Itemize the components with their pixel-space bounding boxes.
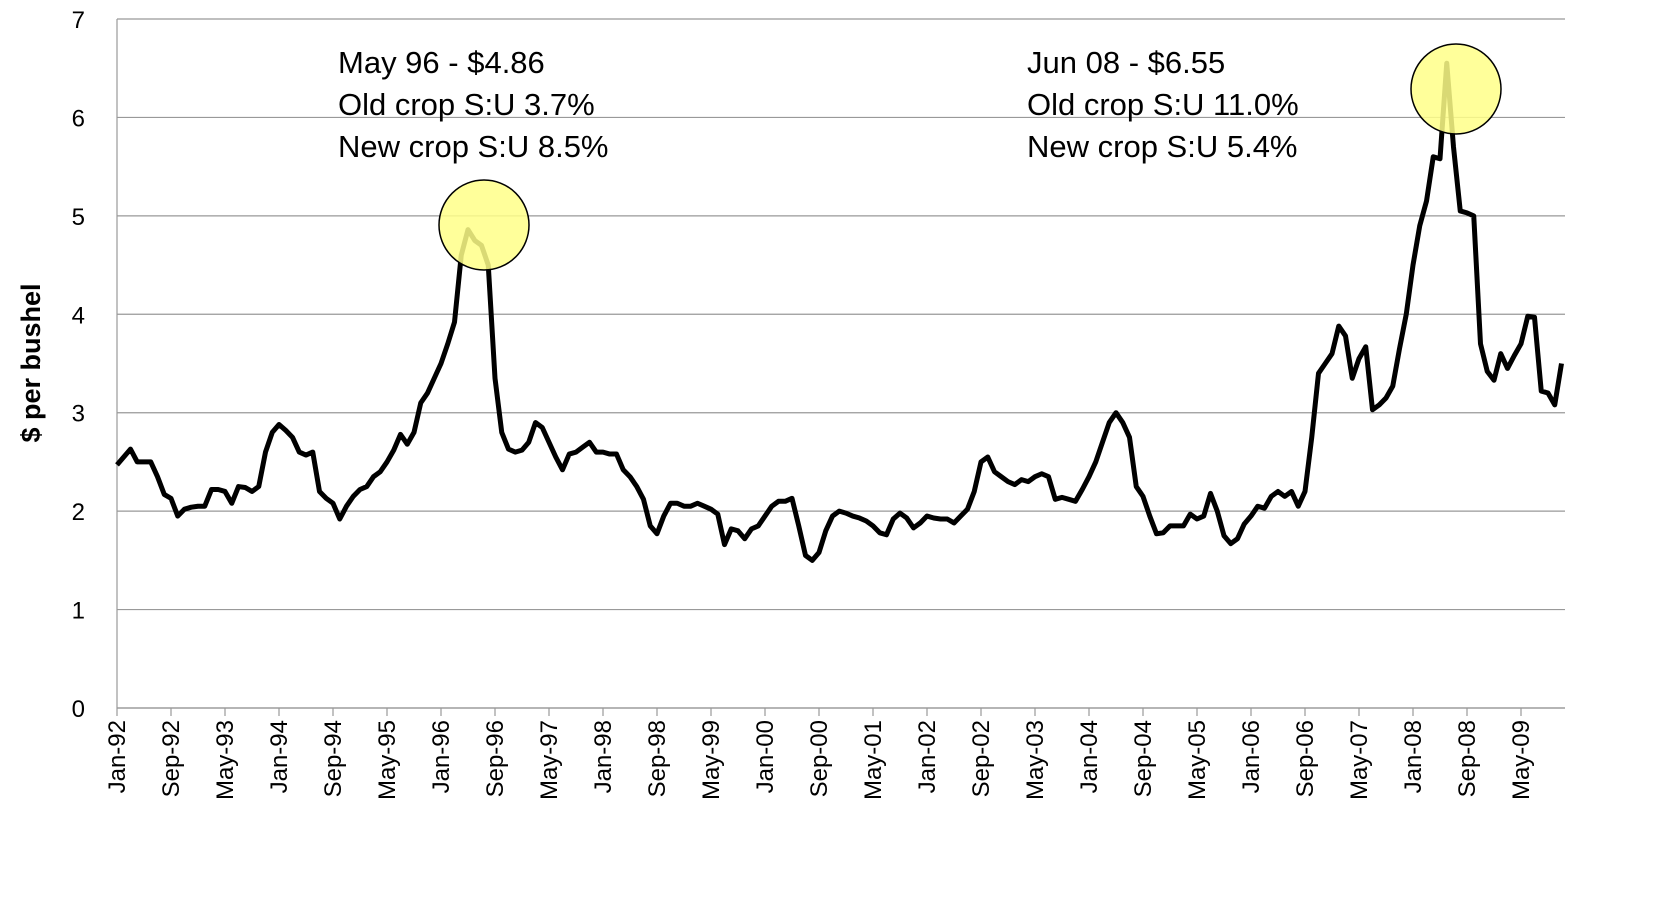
x-tick-label: Jan-06 xyxy=(1238,720,1265,793)
x-tick-label: May-01 xyxy=(860,720,887,800)
annotation: Old crop S:U 3.7% xyxy=(338,87,595,122)
annotation: Old crop S:U 11.0% xyxy=(1027,87,1299,122)
x-tick-label: May-93 xyxy=(212,720,239,800)
x-tick-label: Jan-00 xyxy=(752,720,779,793)
x-tick-label: Sep-98 xyxy=(644,720,671,797)
y-tick-label: 1 xyxy=(72,598,85,625)
annotation: May 96 - $4.86 xyxy=(338,45,545,80)
x-tick-label: Jan-04 xyxy=(1076,720,1103,793)
x-tick-label: Jan-92 xyxy=(104,720,131,793)
x-tick-label: Sep-02 xyxy=(968,720,995,797)
x-tick-label: Sep-00 xyxy=(806,720,833,797)
x-tick-label: Sep-94 xyxy=(320,720,347,797)
y-tick-label: 7 xyxy=(72,7,85,34)
x-tick-label: May-95 xyxy=(374,720,401,800)
x-tick-label: Jan-02 xyxy=(914,720,941,793)
x-tick-label: May-09 xyxy=(1508,720,1535,800)
annotation: New crop S:U 5.4% xyxy=(1027,129,1298,164)
y-tick-label: 3 xyxy=(72,401,85,428)
y-tick-label: 6 xyxy=(72,105,85,132)
annotation: Jun 08 - $6.55 xyxy=(1027,45,1225,80)
x-tick-label: May-07 xyxy=(1346,720,1373,800)
price-line xyxy=(115,60,1564,563)
x-tick-label: Sep-08 xyxy=(1454,720,1481,797)
x-tick-label: May-99 xyxy=(698,720,725,800)
y-axis-title: $ per bushel xyxy=(16,283,46,442)
x-tick-label: May-97 xyxy=(536,720,563,800)
x-tick-label: Sep-06 xyxy=(1292,720,1319,797)
x-tick-label: Jan-98 xyxy=(590,720,617,793)
x-tick-label: Sep-92 xyxy=(158,720,185,797)
x-tick-label: Sep-96 xyxy=(482,720,509,797)
highlight-circle xyxy=(438,179,530,271)
y-tick-label: 0 xyxy=(72,696,85,723)
x-tick-label: May-03 xyxy=(1022,720,1049,800)
x-tick-label: Jan-96 xyxy=(428,720,455,793)
y-tick-label: 2 xyxy=(72,499,85,526)
annotation: New crop S:U 8.5% xyxy=(338,129,609,164)
y-tick-label: 5 xyxy=(72,204,85,231)
x-tick-label: Jan-94 xyxy=(266,720,293,793)
highlight-circle xyxy=(1410,43,1502,135)
x-tick-label: Sep-04 xyxy=(1130,720,1157,797)
y-tick-label: 4 xyxy=(72,302,85,329)
x-tick-label: Jan-08 xyxy=(1400,720,1427,793)
x-tick-label: May-05 xyxy=(1184,720,1211,800)
